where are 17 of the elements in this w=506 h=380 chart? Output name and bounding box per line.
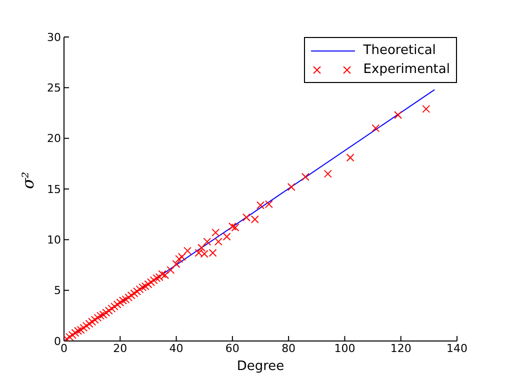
x-tick-label: 40 (169, 342, 184, 355)
y-tick-label: 5 (54, 284, 61, 298)
y-tick-label: 30 (47, 30, 61, 44)
y-axis-title: σ² (18, 172, 38, 189)
x-tick-label: 120 (390, 342, 412, 355)
y-tick-label: 20 (47, 132, 61, 146)
x-tick-label: 60 (225, 342, 240, 355)
legend-label: Experimental (363, 62, 450, 77)
x-tick-label: 100 (334, 342, 356, 355)
x-axis-title: Degree (236, 359, 284, 374)
x-tick-label: 20 (113, 342, 128, 355)
y-tick-label: 15 (47, 182, 61, 196)
legend-label: Theoretical (363, 43, 436, 58)
y-tick-label: 10 (47, 234, 61, 247)
x-tick-label: 80 (282, 342, 296, 355)
x-tick-label: 140 (446, 342, 468, 355)
y-tick-label: 25 (47, 82, 61, 95)
